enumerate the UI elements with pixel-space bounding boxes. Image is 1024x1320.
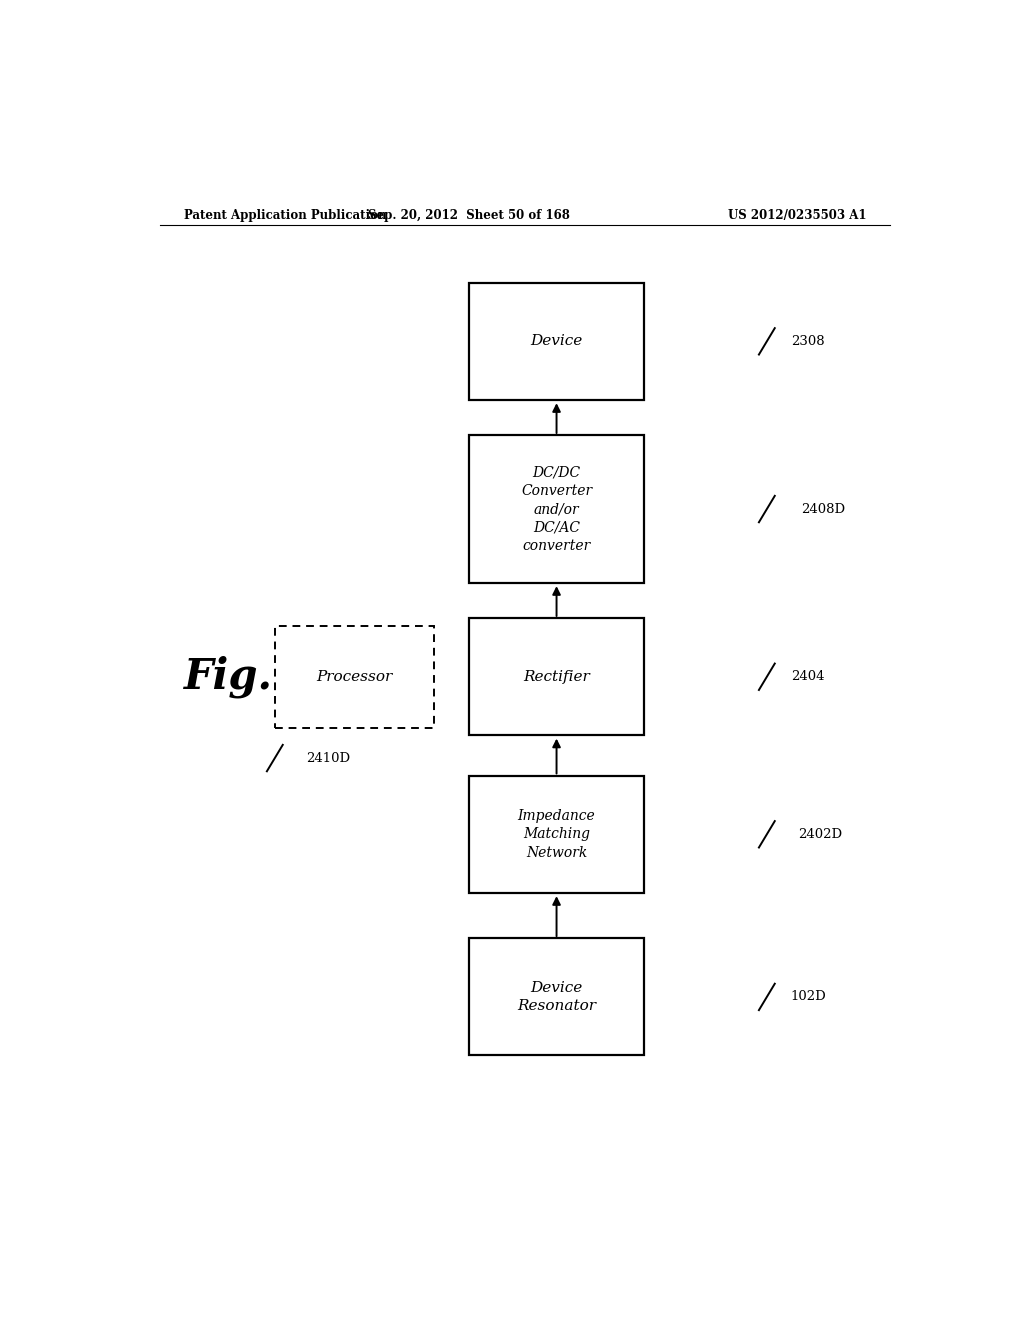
- Bar: [469, 776, 644, 892]
- Bar: [469, 939, 644, 1056]
- Text: 2410D: 2410D: [306, 751, 350, 764]
- Text: Processor: Processor: [316, 669, 392, 684]
- Text: Patent Application Publication: Patent Application Publication: [183, 209, 386, 222]
- Text: 102D: 102D: [791, 990, 826, 1003]
- Text: 2308: 2308: [791, 335, 824, 348]
- Text: DC/DC
Converter
and/or
DC/AC
converter: DC/DC Converter and/or DC/AC converter: [521, 465, 592, 553]
- Text: 2402D: 2402D: [799, 828, 843, 841]
- Bar: [469, 282, 644, 400]
- Text: US 2012/0235503 A1: US 2012/0235503 A1: [727, 209, 866, 222]
- Text: Impedance
Matching
Network: Impedance Matching Network: [518, 809, 595, 859]
- Text: Device: Device: [530, 334, 583, 348]
- Text: Device
Resonator: Device Resonator: [517, 981, 596, 1014]
- Text: Fig. 39: Fig. 39: [183, 656, 345, 698]
- Text: Rectifier: Rectifier: [523, 669, 590, 684]
- Bar: [469, 618, 644, 735]
- Bar: [469, 436, 644, 582]
- Text: Sep. 20, 2012  Sheet 50 of 168: Sep. 20, 2012 Sheet 50 of 168: [369, 209, 570, 222]
- Text: 2408D: 2408D: [801, 503, 845, 516]
- Text: 2404: 2404: [791, 671, 824, 684]
- Bar: [274, 626, 433, 727]
